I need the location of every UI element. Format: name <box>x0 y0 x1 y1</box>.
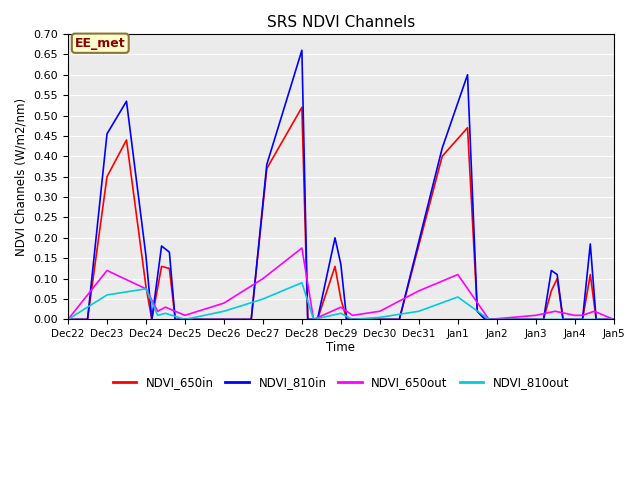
Y-axis label: NDVI Channels (W/m2/nm): NDVI Channels (W/m2/nm) <box>15 97 28 256</box>
Text: EE_met: EE_met <box>75 37 125 50</box>
Legend: NDVI_650in, NDVI_810in, NDVI_650out, NDVI_810out: NDVI_650in, NDVI_810in, NDVI_650out, NDV… <box>108 371 574 394</box>
X-axis label: Time: Time <box>326 340 355 354</box>
Title: SRS NDVI Channels: SRS NDVI Channels <box>267 15 415 30</box>
